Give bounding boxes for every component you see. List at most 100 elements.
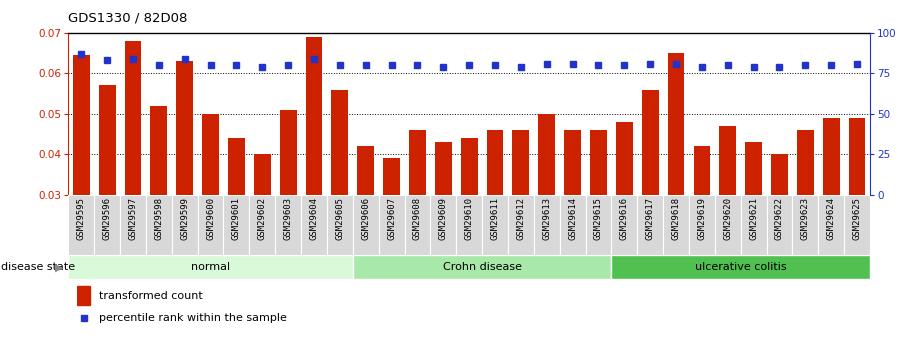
Text: GSM29615: GSM29615 — [594, 197, 603, 240]
Bar — [228, 138, 245, 195]
Bar — [280, 110, 297, 195]
Text: GSM29602: GSM29602 — [258, 197, 267, 240]
Text: GSM29618: GSM29618 — [671, 197, 681, 240]
Bar — [384, 158, 400, 195]
Bar — [301, 195, 327, 255]
Bar — [68, 195, 94, 255]
Text: GSM29623: GSM29623 — [801, 197, 810, 240]
Text: GSM29596: GSM29596 — [103, 197, 112, 240]
Bar — [641, 89, 659, 195]
Bar — [611, 195, 638, 255]
Text: GSM29613: GSM29613 — [542, 197, 551, 240]
Bar — [250, 195, 275, 255]
Bar — [693, 146, 711, 195]
Bar — [513, 130, 529, 195]
Text: ▶: ▶ — [56, 263, 64, 272]
Bar — [172, 195, 198, 255]
Bar — [534, 195, 559, 255]
Bar — [689, 195, 715, 255]
Bar — [611, 255, 870, 279]
Text: GSM29605: GSM29605 — [335, 197, 344, 240]
Bar — [793, 195, 818, 255]
Bar — [771, 155, 788, 195]
Text: GSM29599: GSM29599 — [180, 197, 189, 240]
Bar — [332, 89, 348, 195]
Text: GSM29609: GSM29609 — [439, 197, 448, 240]
Text: GSM29622: GSM29622 — [775, 197, 784, 240]
Text: GSM29597: GSM29597 — [128, 197, 138, 240]
Text: GSM29616: GSM29616 — [619, 197, 629, 240]
Bar — [379, 195, 404, 255]
Text: GSM29606: GSM29606 — [362, 197, 370, 240]
Bar — [508, 195, 534, 255]
Bar — [353, 195, 379, 255]
Bar — [559, 195, 586, 255]
Bar — [404, 195, 430, 255]
Bar — [586, 195, 611, 255]
Bar — [150, 106, 168, 195]
Text: normal: normal — [191, 263, 230, 272]
Bar — [353, 255, 611, 279]
Bar — [305, 37, 322, 195]
Bar — [823, 118, 840, 195]
Text: GSM29619: GSM29619 — [698, 197, 706, 240]
Bar — [715, 195, 741, 255]
Text: Crohn disease: Crohn disease — [443, 263, 522, 272]
Bar — [720, 126, 736, 195]
Text: GSM29603: GSM29603 — [283, 197, 292, 240]
Bar — [766, 195, 793, 255]
Bar — [538, 114, 555, 195]
Text: GSM29621: GSM29621 — [749, 197, 758, 240]
Bar — [797, 130, 814, 195]
Text: GSM29614: GSM29614 — [568, 197, 577, 240]
Bar — [223, 195, 250, 255]
Text: GSM29620: GSM29620 — [723, 197, 732, 240]
Bar — [146, 195, 172, 255]
Bar — [409, 130, 425, 195]
Text: percentile rank within the sample: percentile rank within the sample — [99, 313, 287, 323]
Text: transformed count: transformed count — [99, 291, 203, 301]
Bar — [327, 195, 353, 255]
Text: GSM29610: GSM29610 — [465, 197, 474, 240]
Bar — [120, 195, 146, 255]
Text: GSM29595: GSM29595 — [77, 197, 86, 240]
Bar — [357, 146, 374, 195]
Bar — [94, 195, 120, 255]
Bar — [638, 195, 663, 255]
Text: GSM29607: GSM29607 — [387, 197, 396, 240]
Bar — [177, 61, 193, 195]
Text: GSM29612: GSM29612 — [517, 197, 526, 240]
Bar — [745, 142, 762, 195]
Bar — [254, 155, 271, 195]
Text: GSM29617: GSM29617 — [646, 197, 655, 240]
Bar — [616, 122, 633, 195]
Text: GSM29608: GSM29608 — [413, 197, 422, 240]
Bar — [590, 130, 607, 195]
Text: GSM29604: GSM29604 — [310, 197, 319, 240]
Bar — [741, 195, 766, 255]
Bar — [844, 195, 870, 255]
Text: GDS1330 / 82D08: GDS1330 / 82D08 — [68, 11, 188, 24]
Bar — [849, 118, 865, 195]
Bar — [818, 195, 844, 255]
Bar — [68, 255, 353, 279]
Bar — [564, 130, 581, 195]
Text: GSM29598: GSM29598 — [154, 197, 163, 240]
Bar — [456, 195, 482, 255]
Bar — [77, 286, 90, 305]
Bar — [668, 53, 684, 195]
Bar — [430, 195, 456, 255]
Text: GSM29625: GSM29625 — [853, 197, 862, 240]
Text: disease state: disease state — [1, 263, 75, 272]
Bar — [482, 195, 508, 255]
Text: ulcerative colitis: ulcerative colitis — [695, 263, 786, 272]
Bar — [435, 142, 452, 195]
Bar — [663, 195, 689, 255]
Bar — [275, 195, 301, 255]
Bar — [486, 130, 504, 195]
Bar — [73, 55, 89, 195]
Bar — [202, 114, 219, 195]
Text: GSM29611: GSM29611 — [490, 197, 499, 240]
Text: GSM29600: GSM29600 — [206, 197, 215, 240]
Bar — [125, 41, 141, 195]
